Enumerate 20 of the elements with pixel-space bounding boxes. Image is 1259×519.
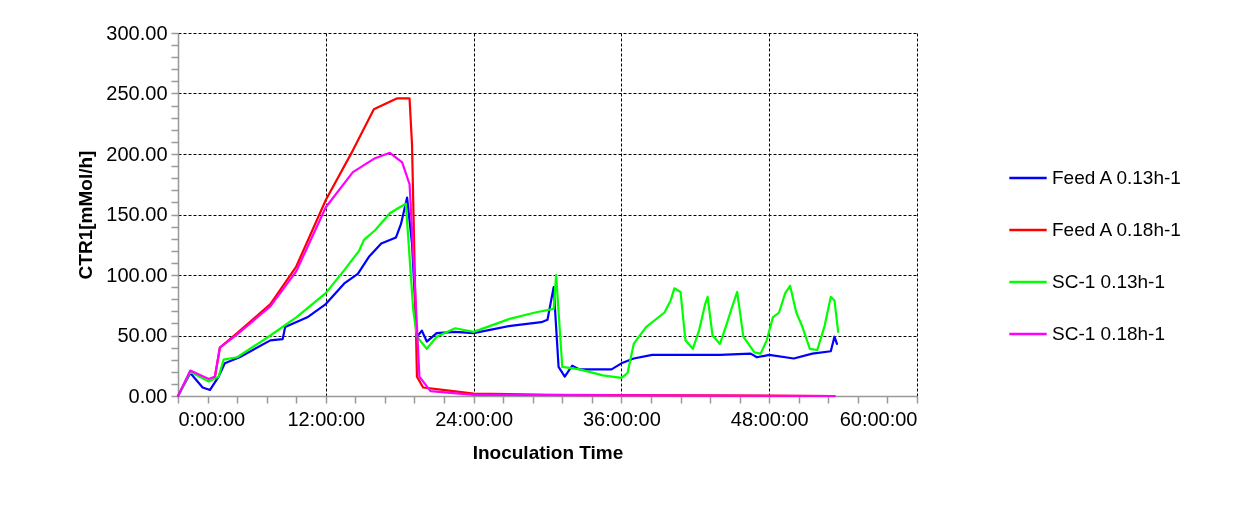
x-tick-label: 36:00:00 bbox=[582, 407, 661, 430]
y-tick-label: 150.00 bbox=[106, 203, 168, 225]
x-tick-label: 48:00:00 bbox=[730, 407, 809, 430]
x-axis-title: Inoculation Time bbox=[472, 441, 624, 463]
y-axis-title: CTR1[mMol/h] bbox=[75, 150, 97, 280]
x-tick-label: 12:00:00 bbox=[287, 407, 366, 430]
y-tick-label: 200.00 bbox=[106, 142, 168, 165]
y-tick-label: 0.00 bbox=[128, 384, 168, 407]
y-tick-label: 50.00 bbox=[117, 324, 168, 346]
x-tick-label: 24:00:00 bbox=[435, 407, 514, 430]
x-tick-label: 60:00:00 bbox=[839, 407, 918, 430]
y-tick-label: 250.00 bbox=[106, 82, 168, 104]
legend-label: SC-1 0.13h-1 bbox=[1052, 271, 1166, 292]
x-tick-label: 0:00:00 bbox=[178, 407, 246, 430]
legend-label: SC-1 0.18h-1 bbox=[1052, 323, 1166, 344]
line-series bbox=[176, 151, 836, 398]
legend-label: Feed A 0.13h-1 bbox=[1052, 167, 1181, 188]
y-tick-label: 300.00 bbox=[106, 21, 168, 44]
y-tick-label: 100.00 bbox=[106, 263, 168, 286]
legend-label: Feed A 0.18h-1 bbox=[1052, 219, 1181, 240]
